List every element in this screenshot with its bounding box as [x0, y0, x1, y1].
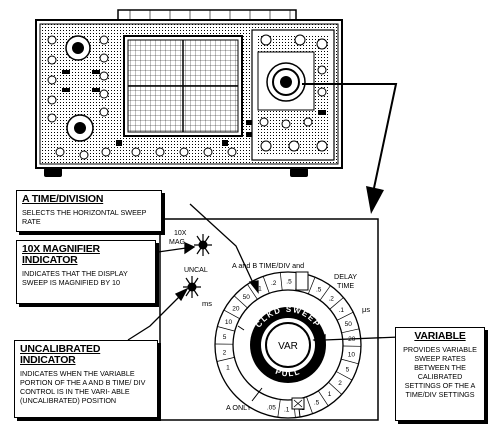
delay-label-line1: DELAY: [334, 272, 357, 281]
dial-scale-tick: [306, 396, 313, 414]
callout-time-division-title: A TIME/DIVISION: [22, 193, 104, 205]
dial-title: A and B TIME/DIV and: [232, 261, 304, 270]
dial-scale-tick: [223, 309, 240, 320]
delay-label-line2: TIME: [337, 281, 354, 290]
dial-scale-tick: [328, 381, 342, 395]
a-only-label: A ONLY: [226, 403, 252, 412]
dial-scale-tick: [277, 399, 281, 418]
dial-scale-label: 20: [232, 305, 240, 312]
variable-knob[interactable]: VAR: [265, 322, 311, 368]
dial-scale-label: 10: [225, 319, 233, 326]
dial-scale-label: .1: [284, 407, 290, 414]
oscilloscope-icon: [35, 9, 343, 177]
callout-magnifier-title-line1: 10X MAGNIFIER: [22, 243, 100, 255]
dial-scale-label: 10: [348, 351, 356, 358]
dial-scale-label: .2: [271, 280, 277, 287]
callout-magnifier-title-line2: INDICATOR: [22, 254, 78, 266]
callout-time-division: A TIME/DIVISION SELECTS THE HORIZONTAL S…: [16, 190, 162, 232]
dial-scale-tick: [329, 297, 344, 310]
uncal-label: UNCAL: [184, 267, 208, 274]
variable-knob-label: VAR: [278, 341, 298, 352]
dial-scale-tick: [307, 277, 316, 295]
dial-scale-tick: [336, 371, 353, 381]
dial-scale-label: .05: [267, 404, 276, 411]
dial-scale-label: .5: [286, 279, 292, 286]
dial-scale-tick: [217, 326, 235, 332]
callout-variable-title: VARIABLE: [414, 330, 466, 342]
mag-label-line2: MAG: [169, 239, 185, 246]
dial-scale-tick: [318, 390, 329, 407]
magnifier-indicator-lamp-icon: [194, 234, 212, 256]
callout-magnifier-text: INDICATES THAT THE DISPLAY SWEEP IS MAGN…: [22, 269, 128, 287]
dial-scale-label: .1: [256, 285, 262, 292]
dial-scale-tick: [262, 276, 270, 294]
dial-scale-tick: [233, 295, 248, 309]
dial-scale-tick: [247, 284, 258, 300]
dial-scale-label: 2: [223, 349, 227, 356]
unit-us-label: μs: [362, 305, 370, 314]
dial-scale-tick: [341, 328, 360, 334]
dial-scale-label: 1: [328, 391, 332, 398]
dial-scale-tick: [279, 272, 283, 291]
dial-scale-label: 5: [346, 366, 350, 373]
callout-variable: VARIABLE PROVIDES VARIABLE SWEEP RATES B…: [395, 327, 485, 421]
dial-scale-label: .2: [328, 295, 334, 302]
dial-scale-label: 50: [345, 321, 353, 328]
dial-scale-label: .5: [314, 400, 320, 407]
uncal-indicator-lamp-icon: [183, 276, 201, 298]
callout-variable-text: PROVIDES VARIABLE SWEEP RATES BETWEEN TH…: [403, 345, 477, 399]
callout-uncal: UNCALIBRATED INDICATOR INDICATES WHEN TH…: [14, 340, 158, 418]
mag-label-line1: 10X: [174, 230, 187, 237]
ring-bottom-label: PULL: [274, 367, 300, 379]
callout-uncal-title-line2: INDICATOR: [20, 354, 76, 366]
dial-scale-tick: [319, 285, 331, 301]
dial-scale-tick: [216, 357, 235, 362]
dial-scale-label: .1: [339, 307, 345, 314]
callout-uncal-title-line1: UNCALIBRATED: [20, 343, 101, 355]
dial-scale-label: 5: [223, 334, 227, 341]
dial-scale-tick: [341, 358, 359, 365]
dial-scale-label: .5: [316, 286, 322, 293]
callout-time-division-text: SELECTS THE HORIZONTAL SWEEP RATE: [22, 208, 147, 226]
callout-uncal-text: INDICATES WHEN THE VARIABLE PORTION OF T…: [20, 369, 146, 405]
callout-magnifier: 10X MAGNIFIER INDICATOR INDICATES THAT T…: [16, 240, 156, 304]
dial-scale-label: 1: [226, 364, 230, 371]
dial-scale-tick: [336, 311, 354, 321]
dial-scale-label: 50: [243, 294, 251, 301]
zoom-arrow: [302, 83, 398, 214]
svg-text:PULL: PULL: [274, 367, 302, 379]
unit-ms-label: ms: [202, 299, 212, 308]
dial-scale-label: 2: [338, 380, 342, 387]
